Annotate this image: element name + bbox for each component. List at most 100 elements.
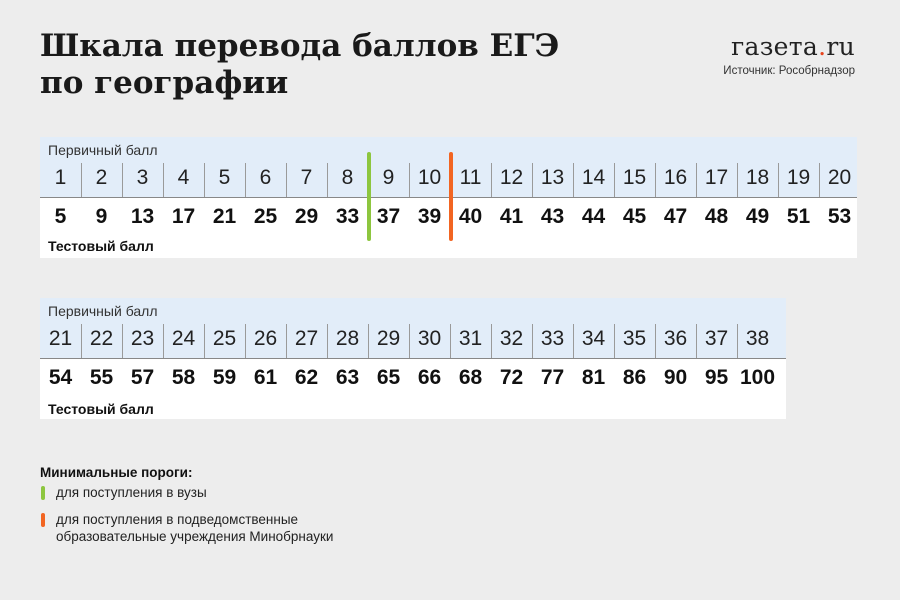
score-cell: 36 90 [655,324,696,390]
cell-separator [696,163,697,197]
score-cell: 38 100 [737,324,778,390]
primary-score-label: Первичный балл [48,303,158,319]
test-score-value: 65 [376,366,401,389]
primary-score-value: 35 [622,327,647,350]
score-cell: 37 95 [696,324,737,390]
cell-separator [245,163,246,197]
primary-score-value: 7 [300,166,313,189]
logo-tld: ru [826,32,855,61]
cell-separator [368,324,369,358]
test-score-value: 63 [335,366,360,389]
cell-separator [327,163,328,197]
cell-separator [696,324,697,358]
primary-score-value: 11 [459,166,482,189]
primary-score-value: 32 [499,327,524,350]
test-score-value: 81 [581,366,606,389]
test-score-value: 37 [376,205,401,228]
primary-score-value: 15 [622,166,647,189]
cell-separator [778,163,779,197]
cell-separator [532,163,533,197]
test-score-value: 66 [417,366,442,389]
test-score-value: 62 [294,366,319,389]
university-threshold-marker [367,152,371,241]
primary-score-band [40,137,857,197]
primary-score-value: 12 [499,166,524,189]
primary-score-value: 22 [89,327,114,350]
primary-score-value: 14 [581,166,606,189]
score-cell: 19 51 [778,163,819,229]
test-score-label: Тестовый балл [48,401,154,417]
test-score-value: 47 [663,205,688,228]
test-score-value: 54 [48,366,73,389]
cell-separator [122,324,123,358]
primary-score-value: 26 [253,327,278,350]
score-cell: 12 41 [491,163,532,229]
primary-score-value: 9 [382,166,395,189]
ministry-threshold-marker [449,152,453,241]
score-cell: 23 57 [122,324,163,390]
score-cell: 16 47 [655,163,696,229]
score-cell: 3 13 [122,163,163,229]
score-cell: 10 39 [409,163,450,229]
test-score-value: 53 [827,205,852,228]
score-cell: 22 55 [81,324,122,390]
cell-separator [286,324,287,358]
primary-score-label: Первичный балл [48,142,158,158]
divider-line [40,197,857,198]
score-cell: 15 45 [614,163,655,229]
test-score-value: 58 [171,366,196,389]
score-cell: 7 29 [286,163,327,229]
primary-score-value: 30 [417,327,442,350]
test-score-value: 39 [417,205,442,228]
logo-dot: . [818,32,827,61]
score-cell: 27 62 [286,324,327,390]
primary-score-value: 37 [704,327,729,350]
title-line-1: Шкала перевода баллов ЕГЭ [40,28,560,64]
primary-score-value: 36 [663,327,688,350]
test-score-value: 44 [581,205,606,228]
cell-separator [204,163,205,197]
score-cell: 35 86 [614,324,655,390]
test-score-value: 77 [540,366,565,389]
primary-score-value: 21 [48,327,73,350]
test-score-value: 100 [739,366,776,389]
cell-separator [532,324,533,358]
test-score-label: Тестовый балл [48,238,154,254]
test-score-value: 45 [622,205,647,228]
test-score-value: 33 [335,205,360,228]
score-cell: 26 61 [245,324,286,390]
test-score-value: 5 [54,205,67,228]
test-score-value: 17 [171,205,196,228]
test-score-value: 43 [540,205,565,228]
primary-score-value: 4 [177,166,190,189]
score-cell: 17 48 [696,163,737,229]
test-score-value: 40 [458,205,483,228]
primary-score-value: 17 [704,166,729,189]
test-score-value: 86 [622,366,647,389]
logo-main: газета [731,32,819,61]
score-cell: 20 53 [819,163,860,229]
score-cell: 24 58 [163,324,204,390]
source-note: Источник: Рособрнадзор [723,65,855,77]
test-score-value: 25 [253,205,278,228]
primary-score-value: 10 [417,166,442,189]
primary-score-value: 8 [341,166,354,189]
score-cell: 8 33 [327,163,368,229]
primary-score-value: 24 [171,327,196,350]
primary-score-value: 27 [294,327,319,350]
title-line-2: по географии [40,65,289,101]
cell-separator [737,324,738,358]
test-score-value: 57 [130,366,155,389]
cell-separator [491,163,492,197]
test-score-value: 9 [95,205,108,228]
test-score-value: 41 [499,205,524,228]
cell-separator [163,163,164,197]
score-cell: 32 72 [491,324,532,390]
cell-separator [614,324,615,358]
score-cell: 6 25 [245,163,286,229]
score-table-1: Первичный балл 1 5 2 9 3 13 4 17 5 21 6 25 7 29 8 33 9 37… [40,137,857,258]
test-score-value: 61 [253,366,278,389]
cell-separator [614,163,615,197]
